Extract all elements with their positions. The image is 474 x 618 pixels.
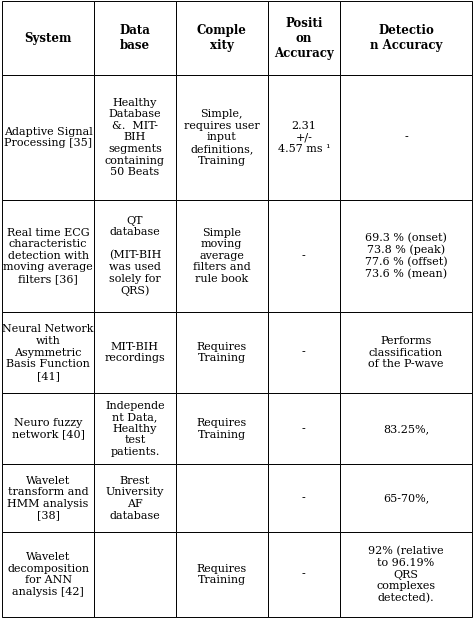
Text: 2.31
+/-
4.57 ms ¹: 2.31 +/- 4.57 ms ¹ bbox=[278, 121, 330, 154]
Text: 83.25%,: 83.25%, bbox=[383, 424, 429, 434]
Bar bbox=[267, 1, 340, 75]
Text: Wavelet
decomposition
for ANN
analysis [42]: Wavelet decomposition for ANN analysis [… bbox=[7, 552, 89, 597]
Text: -: - bbox=[302, 570, 306, 580]
Bar bbox=[94, 200, 176, 311]
Text: -: - bbox=[302, 251, 306, 261]
Text: Neuro fuzzy
network [40]: Neuro fuzzy network [40] bbox=[12, 418, 85, 439]
Bar bbox=[340, 532, 472, 617]
Text: Wavelet
transform and
HMM analysis
[38]: Wavelet transform and HMM analysis [38] bbox=[8, 476, 89, 521]
Bar bbox=[2, 464, 94, 532]
Text: Independe
nt Data,
Healthy
test
patients.: Independe nt Data, Healthy test patients… bbox=[105, 400, 165, 457]
Text: 92% (relative
to 96.19%
QRS
complexes
detected).: 92% (relative to 96.19% QRS complexes de… bbox=[368, 546, 444, 603]
Text: Detectio
n Accuracy: Detectio n Accuracy bbox=[370, 24, 442, 52]
Bar bbox=[176, 394, 267, 464]
Text: Requires
Training: Requires Training bbox=[197, 564, 247, 585]
Text: Performs
classification
of the P-wave: Performs classification of the P-wave bbox=[368, 336, 444, 369]
Bar bbox=[176, 311, 267, 394]
Text: Data
base: Data base bbox=[119, 24, 150, 52]
Bar bbox=[340, 200, 472, 311]
Bar bbox=[267, 394, 340, 464]
Text: Simple,
requires user
input
definitions,
Training: Simple, requires user input definitions,… bbox=[184, 109, 260, 166]
Text: Real time ECG
characteristic
detection with
moving average
filters [36]: Real time ECG characteristic detection w… bbox=[3, 227, 93, 284]
Bar bbox=[267, 532, 340, 617]
Bar bbox=[340, 1, 472, 75]
Bar bbox=[94, 532, 176, 617]
Bar bbox=[340, 464, 472, 532]
Bar bbox=[267, 75, 340, 200]
Bar bbox=[340, 75, 472, 200]
Bar bbox=[267, 464, 340, 532]
Bar bbox=[94, 75, 176, 200]
Bar bbox=[94, 1, 176, 75]
Bar bbox=[267, 200, 340, 311]
Text: Simple
moving
average
filters and
rule book: Simple moving average filters and rule b… bbox=[193, 227, 251, 284]
Bar bbox=[176, 200, 267, 311]
Bar bbox=[267, 311, 340, 394]
Bar bbox=[176, 75, 267, 200]
Bar bbox=[340, 394, 472, 464]
Text: 69.3 % (onset)
73.8 % (peak)
77.6 % (offset)
73.6 % (mean): 69.3 % (onset) 73.8 % (peak) 77.6 % (off… bbox=[365, 232, 447, 279]
Bar bbox=[94, 311, 176, 394]
Text: Neural Network
with
Asymmetric
Basis Function
[41]: Neural Network with Asymmetric Basis Fun… bbox=[2, 324, 94, 381]
Text: Requires
Training: Requires Training bbox=[197, 342, 247, 363]
Text: Adaptive Signal
Processing [35]: Adaptive Signal Processing [35] bbox=[4, 127, 92, 148]
Bar bbox=[94, 464, 176, 532]
Bar bbox=[176, 532, 267, 617]
Bar bbox=[2, 200, 94, 311]
Text: Positi
on
Accuracy: Positi on Accuracy bbox=[274, 17, 334, 59]
Text: System: System bbox=[25, 32, 72, 44]
Text: -: - bbox=[302, 493, 306, 503]
Text: Requires
Training: Requires Training bbox=[197, 418, 247, 439]
Text: Comple
xity: Comple xity bbox=[197, 24, 246, 52]
Text: QT
database

(MIT-BIH
was used
solely for
QRS): QT database (MIT-BIH was used solely for… bbox=[109, 216, 161, 296]
Text: -: - bbox=[302, 347, 306, 358]
Text: Brest
University
AF
database: Brest University AF database bbox=[106, 476, 164, 521]
Text: Healthy
Database
&.  MIT-
BIH
segments
containing
50 Beats: Healthy Database &. MIT- BIH segments co… bbox=[105, 98, 165, 177]
Bar bbox=[2, 1, 94, 75]
Bar bbox=[2, 311, 94, 394]
Bar bbox=[176, 464, 267, 532]
Text: 65-70%,: 65-70%, bbox=[383, 493, 429, 503]
Text: -: - bbox=[404, 132, 408, 142]
Text: -: - bbox=[302, 424, 306, 434]
Bar bbox=[340, 311, 472, 394]
Bar bbox=[2, 75, 94, 200]
Bar bbox=[2, 394, 94, 464]
Bar bbox=[94, 394, 176, 464]
Bar bbox=[176, 1, 267, 75]
Text: MIT-BIH
recordings: MIT-BIH recordings bbox=[105, 342, 165, 363]
Bar bbox=[2, 532, 94, 617]
